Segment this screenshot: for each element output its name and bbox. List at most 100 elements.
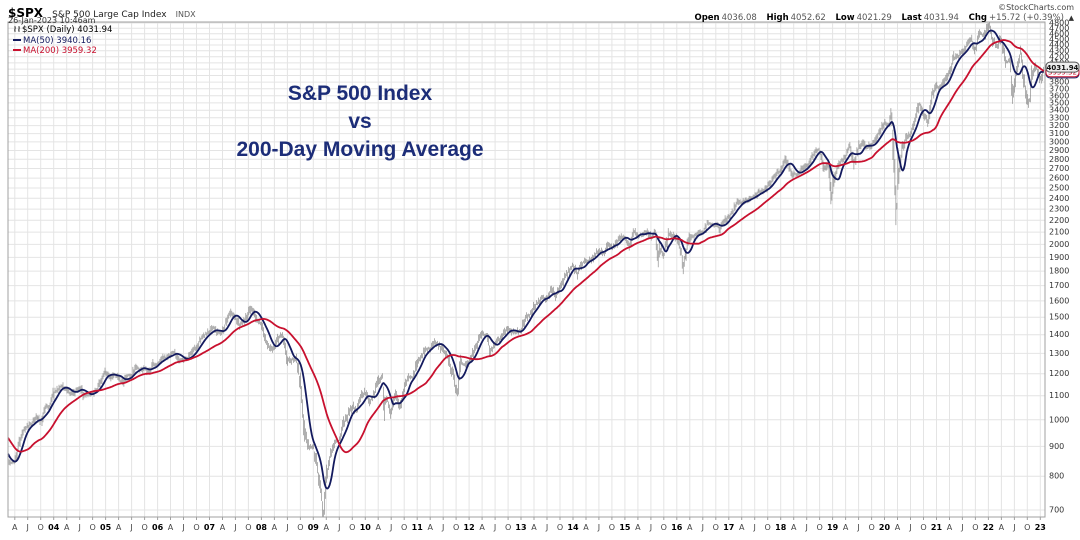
y-tick-label: 4200 (1049, 52, 1069, 61)
x-tick-label: A (116, 523, 122, 532)
x-tick-label: O (505, 523, 511, 532)
x-tick-label: A (687, 523, 693, 532)
x-tick-label: J (493, 523, 496, 532)
legend-spx-label: $SPX (Daily) 4031.94 (22, 25, 113, 35)
x-tick-label: A (12, 523, 18, 532)
x-tick-label: J (389, 523, 392, 532)
x-tick-label: A (999, 523, 1005, 532)
x-tick-label: J (441, 523, 444, 532)
y-tick-label: 3100 (1049, 129, 1069, 138)
legend-item-ma200: MA(200) 3959.32 (13, 46, 112, 57)
y-tick-label: 1200 (1049, 369, 1069, 378)
x-tick-label: J (26, 523, 29, 532)
y-tick-label: 900 (1049, 442, 1064, 451)
x-tick-label: 11 (412, 523, 424, 532)
x-tick-label: O (193, 523, 199, 532)
y-tick-label: 1800 (1049, 267, 1069, 276)
y-tick-label: 1300 (1049, 349, 1069, 358)
x-tick-label: 07 (204, 523, 215, 532)
y-tick-label: 2300 (1049, 205, 1069, 214)
x-tick-label: A (739, 523, 745, 532)
svg-text:4031.94: 4031.94 (1047, 64, 1079, 72)
annotation-line-3: 200-Day Moving Average (236, 138, 484, 161)
x-tick-label: O (920, 523, 926, 532)
y-tick-label: 2400 (1049, 194, 1069, 203)
y-tick-label: 3000 (1049, 137, 1069, 146)
x-tick-label: J (1012, 523, 1015, 532)
chart-legend: $SPX (Daily) 4031.94 MA(50) 3940.16 MA(2… (13, 25, 112, 57)
last-value: 4031.94 (923, 13, 959, 23)
y-tick-label: 2200 (1049, 216, 1069, 225)
y-tick-label: 4400 (1049, 41, 1069, 50)
y-tick-label: 2000 (1049, 240, 1069, 249)
y-tick-label: 700 (1049, 506, 1064, 515)
ma50-line (7, 29, 1044, 490)
legend-ma200-label: MA(200) 3959.32 (23, 46, 97, 56)
x-tick-label: 09 (308, 523, 320, 532)
x-tick-label: O (816, 523, 822, 532)
y-tick-label: 1100 (1049, 391, 1069, 400)
x-tick-label: A (583, 523, 589, 532)
x-tick-label: J (701, 523, 704, 532)
annotation-line-2: vs (348, 110, 372, 133)
x-tick-label: J (337, 523, 340, 532)
y-tick-label: 3600 (1049, 91, 1069, 100)
x-tick-label: O (401, 523, 407, 532)
x-tick-label: J (78, 523, 81, 532)
x-tick-label: 05 (100, 523, 112, 532)
x-tick-label: 12 (464, 523, 475, 532)
grid (8, 22, 1045, 517)
chg-value: +15.72 (+0.39%) (988, 13, 1064, 23)
y-tick-label: 1700 (1049, 281, 1069, 290)
open-value: 4036.08 (721, 13, 757, 23)
x-tick-label: 22 (983, 523, 994, 532)
legend-ma50-label: MA(50) 3940.16 (23, 35, 92, 46)
copyright-text: ©StockCharts.com (998, 3, 1074, 12)
x-tick-label: J (233, 523, 236, 532)
y-tick-label: 1500 (1049, 313, 1069, 322)
y-tick-label: 1000 (1049, 415, 1069, 424)
x-tick-label: A (324, 523, 330, 532)
x-tick-label: 21 (931, 523, 943, 532)
chart-title-annotation: S&P 500 Index vs 200-Day Moving Average (210, 80, 510, 164)
ticker-exchange: INDX (175, 10, 196, 19)
last-price-tag: 4031.94 (1045, 61, 1080, 73)
y-tick-label: 2500 (1049, 184, 1069, 193)
x-tick-label: 06 (152, 523, 164, 532)
high-label: High (766, 13, 789, 23)
y-tick-label: 2700 (1049, 164, 1069, 173)
x-tick-label: 04 (48, 523, 60, 532)
x-tick-label: J (805, 523, 808, 532)
x-tick-label: O (89, 523, 95, 532)
ticker-name: S&P 500 Large Cap Index (52, 10, 167, 20)
x-tick-label: A (947, 523, 953, 532)
x-tick-label: A (843, 523, 849, 532)
x-tick-label: 18 (775, 523, 787, 532)
x-tick-label: A (64, 523, 70, 532)
x-tick-label: J (753, 523, 756, 532)
quote-summary: Open 4036.08 High 4052.62 Low 4021.29 Last 4… (694, 13, 1074, 23)
annotation-line-1: S&P 500 Index (287, 82, 433, 105)
y-tick-label: 4300 (1049, 46, 1069, 55)
x-tick-label: J (856, 523, 859, 532)
x-tick-label: O (38, 523, 44, 532)
open-label: Open (694, 13, 720, 23)
y-tick-label: 2900 (1049, 146, 1069, 155)
x-tick-label: 23 (1035, 523, 1046, 532)
legend-item-spx: $SPX (Daily) 4031.94 (13, 25, 112, 36)
x-tick-label: O (765, 523, 771, 532)
chart-datetime: 26-Jan-2023 10:46am (8, 16, 96, 25)
y-tick-label: 3400 (1049, 106, 1069, 115)
x-tick-label: 20 (879, 523, 891, 532)
x-tick-label: 13 (515, 523, 526, 532)
x-tick-label: O (349, 523, 355, 532)
up-arrow-icon: ▲ (1068, 14, 1074, 22)
y-tick-label: 1900 (1049, 253, 1069, 262)
chg-label: Chg (968, 13, 987, 23)
y-tick-label: 1600 (1049, 296, 1069, 305)
x-tick-label: O (557, 523, 563, 532)
y-axis-labels: 700 800 900 1000 1100 1200 1300 1400 1500 1600 170… (1049, 19, 1069, 515)
y-tick-label: 3500 (1049, 98, 1069, 107)
y-tick-label: 3300 (1049, 113, 1069, 122)
